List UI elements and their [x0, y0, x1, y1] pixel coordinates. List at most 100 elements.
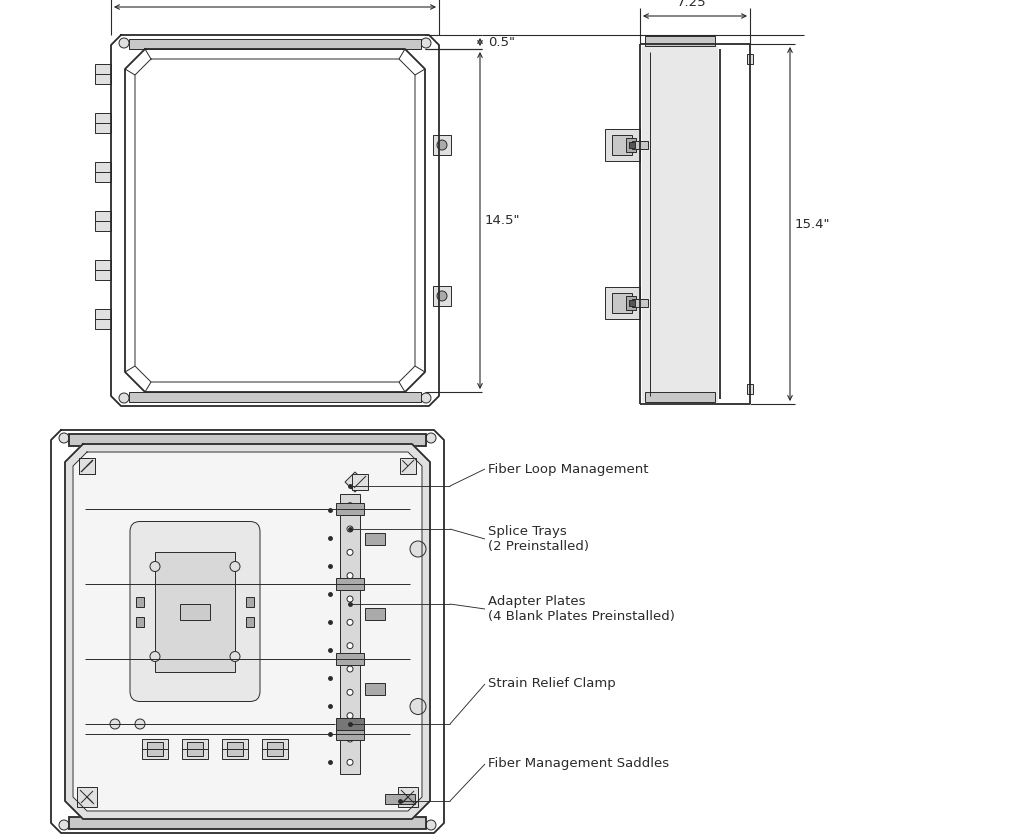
Polygon shape [65, 444, 430, 819]
Bar [142, 739, 168, 759]
Bar [95, 260, 111, 280]
Bar [645, 36, 715, 46]
Circle shape [347, 503, 353, 508]
Circle shape [347, 619, 353, 625]
Circle shape [347, 712, 353, 719]
Text: Strain Relief Clamp: Strain Relief Clamp [488, 678, 615, 690]
Bar [385, 794, 415, 804]
Bar [400, 458, 416, 474]
Bar [400, 789, 416, 805]
Bar [433, 286, 451, 306]
Bar [632, 300, 648, 307]
Bar [626, 296, 636, 310]
Text: Splice Trays
(2 Preinstalled): Splice Trays (2 Preinstalled) [488, 525, 589, 553]
Bar [246, 617, 254, 627]
Bar [336, 578, 364, 590]
Circle shape [426, 433, 436, 443]
Bar [95, 211, 111, 231]
Circle shape [347, 643, 353, 649]
Circle shape [150, 561, 160, 571]
Bar [95, 162, 111, 182]
FancyBboxPatch shape [130, 522, 260, 701]
Bar [365, 608, 385, 620]
Bar [95, 113, 111, 133]
Bar [336, 653, 364, 665]
Bar [629, 142, 635, 148]
Bar [262, 739, 288, 759]
Bar [79, 458, 95, 474]
Bar [155, 551, 234, 671]
Bar [136, 617, 144, 627]
Circle shape [410, 699, 426, 715]
Text: Fiber Management Saddles: Fiber Management Saddles [488, 758, 669, 770]
Bar [746, 384, 753, 394]
Bar [605, 129, 640, 161]
Bar [180, 603, 210, 619]
Circle shape [150, 652, 160, 661]
Circle shape [347, 666, 353, 672]
Bar [336, 503, 364, 515]
Circle shape [230, 561, 240, 571]
Bar [77, 787, 97, 807]
Text: 15.4": 15.4" [795, 217, 829, 231]
Circle shape [347, 573, 353, 579]
Bar [352, 474, 368, 490]
Circle shape [347, 526, 353, 532]
Circle shape [119, 393, 129, 403]
Bar [147, 742, 163, 756]
Polygon shape [73, 452, 422, 811]
Circle shape [110, 719, 120, 729]
Bar [129, 39, 421, 49]
Bar [69, 434, 426, 446]
Circle shape [410, 541, 426, 557]
Text: 14.5": 14.5" [484, 214, 520, 227]
Bar [79, 789, 95, 805]
Bar [629, 300, 635, 306]
Circle shape [59, 820, 69, 830]
Circle shape [421, 393, 431, 403]
Circle shape [230, 652, 240, 661]
Bar [336, 718, 364, 730]
Text: 0.5": 0.5" [488, 35, 515, 49]
Circle shape [347, 690, 353, 696]
Bar [642, 46, 718, 402]
Circle shape [426, 820, 436, 830]
Circle shape [421, 38, 431, 48]
Bar [365, 533, 385, 545]
Circle shape [347, 736, 353, 742]
Bar [246, 597, 254, 607]
Bar [645, 392, 715, 402]
Bar [433, 135, 451, 155]
Polygon shape [345, 472, 365, 492]
Bar [95, 64, 111, 84]
Text: Adapter Plates
(4 Blank Plates Preinstalled): Adapter Plates (4 Blank Plates Preinstal… [488, 595, 675, 623]
Bar [69, 817, 426, 829]
Bar [365, 683, 385, 695]
Bar [626, 138, 636, 152]
Circle shape [59, 433, 69, 443]
Bar [187, 742, 203, 756]
Circle shape [119, 38, 129, 48]
Bar [79, 458, 95, 474]
Circle shape [347, 550, 353, 555]
Bar [612, 135, 632, 155]
Bar [95, 309, 111, 329]
Bar [632, 141, 648, 149]
Bar [746, 54, 753, 64]
Bar [267, 742, 283, 756]
Circle shape [437, 140, 447, 150]
Bar [227, 742, 243, 756]
Text: Fiber Loop Management: Fiber Loop Management [488, 462, 648, 476]
Text: 7.25": 7.25" [677, 0, 713, 9]
Bar [222, 739, 248, 759]
Bar [336, 728, 364, 740]
Bar [136, 597, 144, 607]
Bar [182, 739, 208, 759]
Bar [605, 287, 640, 319]
Circle shape [347, 596, 353, 602]
Bar [612, 293, 632, 313]
Circle shape [347, 759, 353, 765]
Bar [129, 392, 421, 402]
Circle shape [135, 719, 145, 729]
Bar [340, 494, 360, 774]
